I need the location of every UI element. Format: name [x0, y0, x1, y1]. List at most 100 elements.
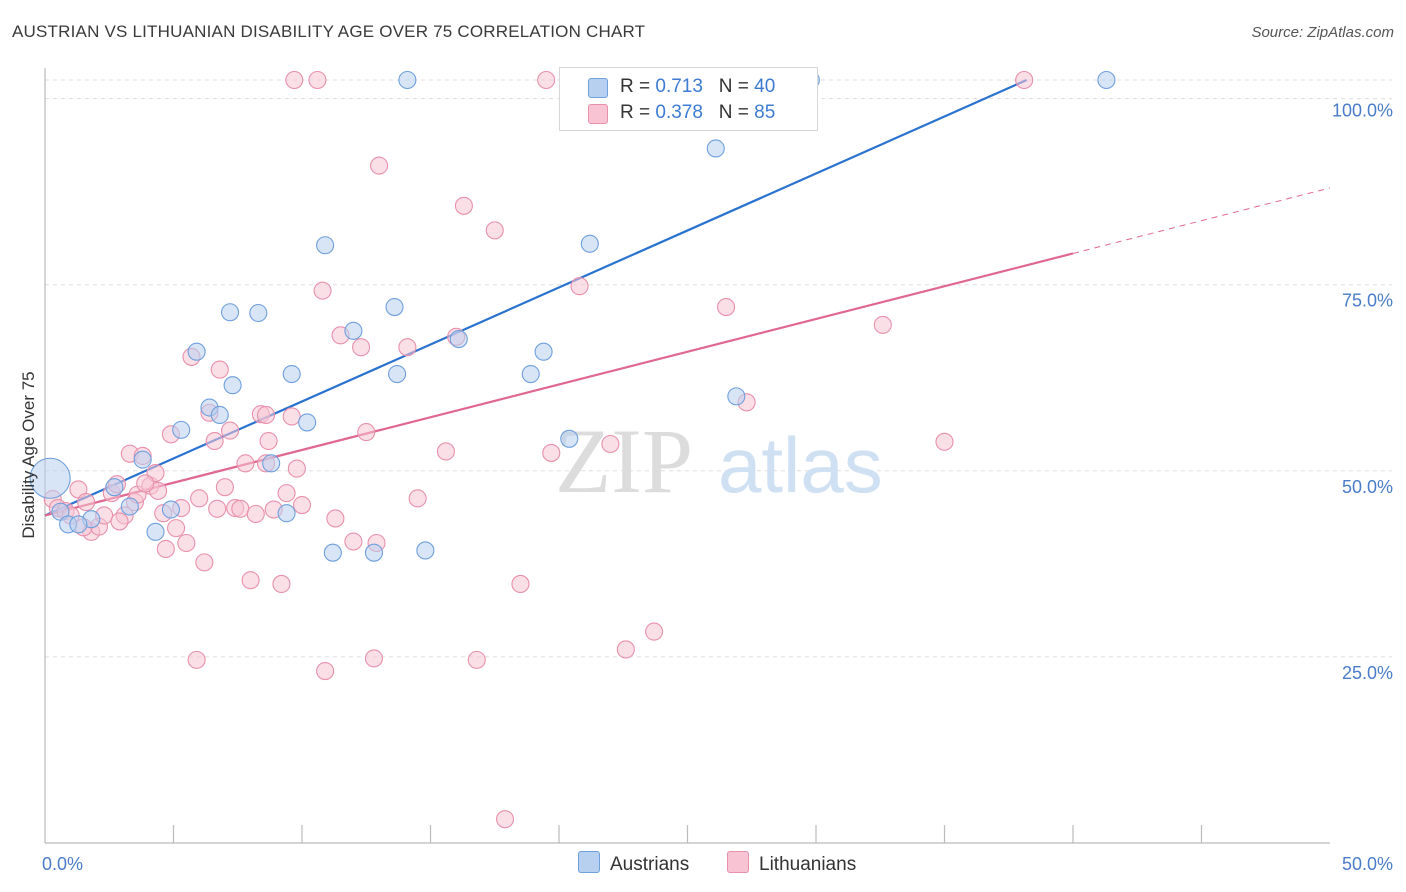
austrian-point: [29, 457, 71, 499]
lithuanian-point: [542, 443, 561, 462]
austrian-point: [388, 364, 407, 384]
lithuanian-point: [537, 70, 556, 90]
austrian-point: [1097, 70, 1116, 90]
lithuanian-point: [272, 574, 291, 594]
lithuanian-point: [370, 156, 389, 175]
austrians-r-value: 0.713: [655, 76, 703, 97]
y-tick-label: 25.0%: [1342, 663, 1393, 683]
lithuanian-point: [454, 196, 473, 215]
watermark-zip: ZIP: [555, 410, 693, 512]
austrian-point: [344, 321, 363, 340]
austrian-point: [105, 478, 124, 497]
austrian-point: [449, 329, 468, 349]
lithuanians-n-value: 85: [754, 102, 776, 123]
lithuanian-point: [357, 423, 376, 442]
y-axis-title: Disability Age Over 75: [19, 371, 38, 538]
lithuanians-r-label: R =: [620, 102, 656, 123]
austrian-point: [398, 70, 417, 90]
lithuanian-point: [326, 509, 345, 528]
watermark: ZIP atlas: [555, 410, 883, 512]
lithuanians-r-value: 0.378: [655, 102, 703, 123]
axis-layer: 25.0% 50.0% 75.0% 100.0% 0.0% 50.0%: [42, 68, 1393, 874]
chart-title: AUSTRIAN VS LITHUANIAN DISABILITY AGE OV…: [12, 22, 646, 41]
lithuanian-point: [190, 489, 209, 508]
austrian-point: [282, 364, 301, 384]
lithuanian-point: [316, 661, 335, 681]
lithuanian-point: [485, 221, 504, 240]
trendline-extension-lithuanians: [1072, 187, 1331, 254]
lithuanian-point: [177, 533, 196, 553]
lithuanian-point: [292, 495, 312, 515]
austrian-point: [298, 413, 317, 432]
austrian-point: [249, 303, 268, 323]
y-tick-label: 100.0%: [1332, 101, 1393, 121]
austrian-point: [534, 342, 553, 361]
stats-legend: R = 0.713 N = 40 R = 0.378 N = 85: [559, 67, 818, 131]
lithuanian-point: [352, 338, 371, 357]
lithuanian-point: [208, 499, 227, 518]
austrian-point: [161, 500, 180, 519]
lithuanian-point: [467, 650, 486, 669]
lithuanian-point: [935, 432, 954, 451]
austrian-point: [323, 543, 342, 562]
lithuanian-point: [220, 421, 240, 440]
lithuanian-point: [156, 539, 175, 559]
austrian-point: [316, 236, 335, 255]
lithuanian-point: [110, 512, 129, 531]
lithuanian-point: [570, 277, 589, 296]
lithuanian-point: [601, 434, 620, 454]
austrian-point: [69, 515, 88, 534]
austrians-r-label: R =: [620, 76, 656, 97]
austrian-point: [120, 497, 139, 516]
lithuanian-point: [364, 649, 384, 668]
austrian-point: [521, 364, 540, 384]
lithuanians-legend-swatch: [727, 851, 749, 873]
lithuanian-point: [210, 360, 229, 379]
austrian-point: [210, 405, 229, 425]
lithuanian-point: [308, 70, 327, 90]
watermark-atlas: atlas: [718, 421, 883, 509]
lithuanian-point: [1015, 70, 1034, 90]
lithuanian-point: [344, 532, 363, 551]
lithuanian-point: [873, 315, 892, 334]
lithuanian-point: [77, 493, 96, 512]
lithuanian-point: [195, 553, 214, 572]
austrian-point: [277, 504, 296, 523]
lithuanian-point: [313, 281, 332, 300]
lithuanian-point: [398, 338, 417, 357]
austrian-point: [560, 429, 579, 448]
austrian-point: [580, 234, 599, 253]
lithuanian-point: [236, 454, 255, 473]
austrian-point: [262, 454, 281, 473]
lithuanian-point: [645, 622, 664, 641]
source-label: Source: ZipAtlas.com: [1251, 24, 1394, 41]
legend-lithuanians[interactable]: Lithuanians: [727, 851, 856, 876]
austrian-point: [133, 450, 152, 469]
austrians-n-label: N =: [718, 76, 755, 97]
austrian-point: [187, 342, 206, 361]
lithuanians-swatch: [588, 104, 608, 124]
lithuanian-point: [616, 640, 635, 659]
austrian-point: [146, 522, 165, 541]
x-tick-label: 50.0%: [1342, 854, 1393, 874]
austrian-point: [172, 420, 191, 439]
lithuanian-point: [408, 489, 427, 508]
lithuanian-point: [215, 478, 234, 497]
y-tick-label: 75.0%: [1342, 291, 1393, 311]
austrian-point: [706, 139, 725, 158]
x-tick-label: 0.0%: [42, 854, 83, 874]
lithuanian-point: [282, 407, 301, 426]
trendline-lithuanians: [44, 252, 1074, 517]
austrian-point: [220, 303, 240, 322]
legend-austrians[interactable]: Austrians: [578, 851, 689, 876]
lithuanian-point: [716, 297, 736, 317]
grid-layer: [45, 79, 1392, 658]
austrians-swatch: [588, 78, 608, 98]
lithuanian-point: [231, 499, 250, 518]
lithuanian-point: [259, 431, 278, 451]
lithuanian-point: [436, 442, 455, 461]
lithuanian-point: [511, 574, 530, 594]
austrians-n-value: 40: [754, 76, 776, 97]
lithuanian-point: [205, 431, 224, 451]
